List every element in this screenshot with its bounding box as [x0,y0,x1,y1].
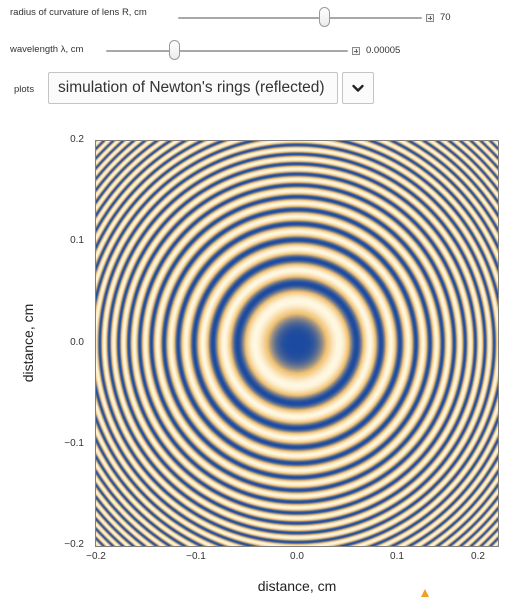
plots-label: plots [14,84,35,95]
plots-dropdown-button[interactable] [342,72,374,104]
wavelength-control-row: wavelength λ, cm [10,39,83,59]
wavelength-slider-track[interactable] [106,50,348,52]
x-tick-label: 0.0 [290,551,304,562]
radius-slider-track[interactable] [178,17,422,19]
wavelength-value: 0.00005 [366,45,401,56]
plots-selected-value: simulation of Newton's rings (reflected) [58,79,325,96]
y-tick-label: 0.0 [70,337,84,348]
y-tick-label: 0.2 [70,134,84,145]
radius-value: 70 [440,12,451,23]
plots-select[interactable]: simulation of Newton's rings (reflected) [48,72,338,104]
newton-rings-plot [95,140,499,547]
y-tick-label: −0.1 [64,438,84,449]
y-tick-label: 0.1 [70,235,84,246]
radius-slider-thumb[interactable] [319,7,331,27]
radius-expand-plus-icon[interactable] [426,14,434,22]
chevron-down-icon [352,84,364,92]
wavelength-label: wavelength λ, cm [10,43,84,55]
x-tick-label: −0.1 [186,551,206,562]
radius-control-row: radius of curvature of lens R, cm [10,2,147,22]
x-tick-label: −0.2 [86,551,106,562]
x-tick-label: 0.2 [471,551,485,562]
x-tick-label: 0.1 [390,551,404,562]
wavelength-expand-plus-icon[interactable] [352,47,360,55]
y-axis-title: distance, cm [20,303,36,383]
newton-rings-heatmap [96,141,498,546]
radius-label: radius of curvature of lens R, cm [10,6,147,18]
x-axis-title: distance, cm [257,578,337,594]
y-tick-label: −0.2 [64,539,84,550]
resize-handle-icon[interactable] [420,588,430,598]
wavelength-slider-thumb[interactable] [168,40,180,60]
